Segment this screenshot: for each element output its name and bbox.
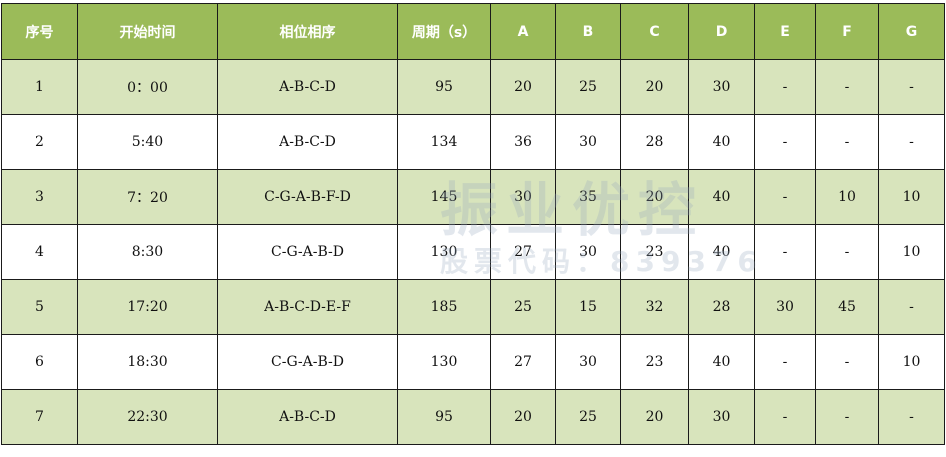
table-cell: 30	[490, 169, 556, 225]
table-cell: 20	[620, 59, 689, 115]
table-cell: -	[754, 224, 816, 280]
table-cell: 22:30	[77, 389, 218, 445]
column-header: C	[620, 3, 689, 60]
table-cell: 20	[620, 389, 689, 445]
table-cell: -	[878, 114, 945, 170]
table-cell: 10	[815, 169, 879, 225]
table-cell: -	[878, 389, 945, 445]
table-cell: 5:40	[77, 114, 218, 170]
table-cell: 32	[620, 279, 689, 335]
table-cell: 40	[688, 224, 755, 280]
table-cell: 10	[878, 334, 945, 390]
table-cell: 130	[397, 334, 491, 390]
table-cell: 30	[555, 224, 621, 280]
table-row: 7 22:30 A-B-C-D 95 20 25 20 30- - -	[1, 389, 945, 445]
table-cell: -	[815, 59, 879, 115]
table-cell: 0：00	[77, 59, 218, 115]
table-cell: 185	[397, 279, 491, 335]
column-header: B	[555, 3, 621, 60]
table-cell: -	[754, 59, 816, 115]
signal-timing-table: 序号 开始时间 相位相序 周期（s） A B C D E F G 1 0：00 A-B-C-D 95 20 2…	[1, 3, 945, 445]
table-cell: 145	[397, 169, 491, 225]
table-cell: 6	[1, 334, 78, 390]
table-cell: -	[754, 169, 816, 225]
table-row: 5 17:20 A-B-C-D-E-F 185 25 15 32 28 30 45-	[1, 279, 945, 335]
table-cell: 130	[397, 224, 491, 280]
table-cell: 45	[815, 279, 879, 335]
table-row: 2 5:40 A-B-C-D 134 36 30 28 40- - -	[1, 114, 945, 170]
table-cell: 36	[490, 114, 556, 170]
table-cell: 27	[490, 224, 556, 280]
table-cell: -	[878, 279, 945, 335]
table-cell: -	[815, 389, 879, 445]
table-cell: 30	[688, 59, 755, 115]
table-cell: 23	[620, 334, 689, 390]
table-cell: 1	[1, 59, 78, 115]
table-cell: A-B-C-D	[217, 389, 398, 445]
table-cell: C-G-A-B-F-D	[217, 169, 398, 225]
table-row: 3 7：20 C-G-A-B-F-D 145 30 35 20 40-10 10	[1, 169, 945, 225]
column-header: 序号	[1, 3, 78, 60]
table-cell: -	[815, 224, 879, 280]
table-cell: 40	[688, 114, 755, 170]
table-cell: 4	[1, 224, 78, 280]
table-cell: 25	[490, 279, 556, 335]
column-header: D	[688, 3, 755, 60]
column-header: E	[754, 3, 816, 60]
table-cell: 17:20	[77, 279, 218, 335]
table-cell: 20	[490, 59, 556, 115]
table-cell: 5	[1, 279, 78, 335]
table-cell: 28	[688, 279, 755, 335]
table-cell: 10	[878, 224, 945, 280]
table-cell: -	[754, 334, 816, 390]
table-cell: -	[815, 114, 879, 170]
table-cell: 23	[620, 224, 689, 280]
table-row: 6 18:30 C-G-A-B-D 130 27 30 23 40- -10	[1, 334, 945, 390]
table-cell: 40	[688, 334, 755, 390]
header-row: 序号 开始时间 相位相序 周期（s） A B C D E F G	[1, 3, 945, 60]
table-cell: 8:30	[77, 224, 218, 280]
table-row: 4 8:30 C-G-A-B-D 130 27 30 23 40- -10	[1, 224, 945, 280]
table-cell: -	[754, 114, 816, 170]
table-cell: 27	[490, 334, 556, 390]
table-cell: 30	[555, 334, 621, 390]
column-header: G	[878, 3, 945, 60]
table-cell: 18:30	[77, 334, 218, 390]
table-cell: A-B-C-D-E-F	[217, 279, 398, 335]
table-cell: 25	[555, 59, 621, 115]
table-cell: 7	[1, 389, 78, 445]
column-header: A	[490, 3, 556, 60]
table-cell: 2	[1, 114, 78, 170]
table-row: 1 0：00 A-B-C-D 95 20 25 20 30- - -	[1, 59, 945, 115]
table-cell: 30	[555, 114, 621, 170]
table-cell: C-G-A-B-D	[217, 224, 398, 280]
table-cell: 40	[688, 169, 755, 225]
table-cell: 20	[620, 169, 689, 225]
table-cell: 10	[878, 169, 945, 225]
table-cell: C-G-A-B-D	[217, 334, 398, 390]
column-header: 周期（s）	[397, 3, 491, 60]
table-cell: 95	[397, 59, 491, 115]
table-cell: 20	[490, 389, 556, 445]
table-cell: A-B-C-D	[217, 59, 398, 115]
table-cell: -	[878, 59, 945, 115]
table-cell: -	[754, 389, 816, 445]
table-cell: A-B-C-D	[217, 114, 398, 170]
table-cell: -	[815, 334, 879, 390]
column-header: F	[815, 3, 879, 60]
table-cell: 30	[754, 279, 816, 335]
table-cell: 134	[397, 114, 491, 170]
table-cell: 15	[555, 279, 621, 335]
table-cell: 95	[397, 389, 491, 445]
column-header: 相位相序	[217, 3, 398, 60]
table-cell: 3	[1, 169, 78, 225]
table-cell: 30	[688, 389, 755, 445]
table-cell: 7：20	[77, 169, 218, 225]
column-header: 开始时间	[77, 3, 218, 60]
table-cell: 35	[555, 169, 621, 225]
table-cell: 25	[555, 389, 621, 445]
table-cell: 28	[620, 114, 689, 170]
